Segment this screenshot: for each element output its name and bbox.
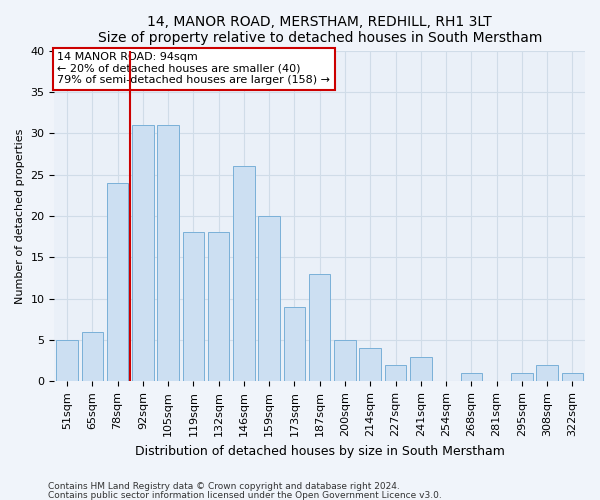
Bar (233, 166, 254, 382)
Bar (182, 232, 204, 382)
Text: Contains HM Land Registry data © Crown copyright and database right 2024.: Contains HM Land Registry data © Crown c… (48, 482, 400, 491)
Bar (410, 356, 431, 382)
Bar (157, 125, 179, 382)
Bar (56, 340, 78, 382)
Bar (385, 365, 406, 382)
Bar (334, 340, 356, 382)
Bar (511, 373, 533, 382)
Bar (284, 307, 305, 382)
Text: Contains public sector information licensed under the Open Government Licence v3: Contains public sector information licen… (48, 490, 442, 500)
Bar (82, 332, 103, 382)
Text: 14 MANOR ROAD: 94sqm
← 20% of detached houses are smaller (40)
79% of semi-detac: 14 MANOR ROAD: 94sqm ← 20% of detached h… (57, 52, 330, 86)
Title: 14, MANOR ROAD, MERSTHAM, REDHILL, RH1 3LT
Size of property relative to detached: 14, MANOR ROAD, MERSTHAM, REDHILL, RH1 3… (98, 15, 542, 45)
Bar (132, 125, 154, 382)
Bar (259, 216, 280, 382)
Y-axis label: Number of detached properties: Number of detached properties (15, 128, 25, 304)
Bar (208, 232, 229, 382)
Bar (536, 365, 558, 382)
Bar (461, 373, 482, 382)
Bar (309, 274, 331, 382)
Bar (107, 183, 128, 382)
Bar (562, 373, 583, 382)
Bar (359, 348, 381, 382)
X-axis label: Distribution of detached houses by size in South Merstham: Distribution of detached houses by size … (135, 444, 505, 458)
